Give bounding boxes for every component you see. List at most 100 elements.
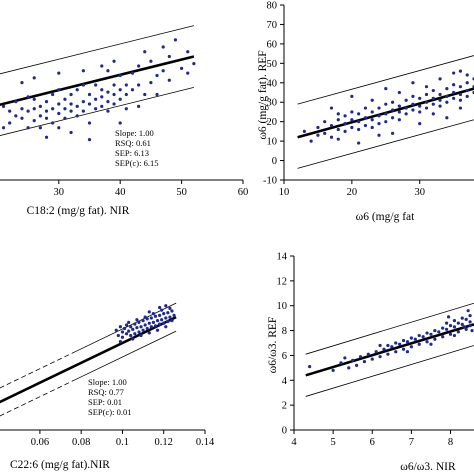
- data-point: [424, 92, 429, 97]
- data-point: [155, 92, 159, 97]
- data-point: [57, 126, 61, 130]
- data-point: [343, 356, 347, 360]
- data-point: [8, 109, 12, 113]
- data-point: [141, 319, 145, 323]
- data-point: [437, 330, 441, 334]
- data-point: [57, 102, 61, 106]
- data-point: [377, 114, 381, 118]
- data-point: [465, 94, 469, 98]
- data-point: [129, 325, 133, 329]
- data-point: [329, 123, 334, 128]
- data-point: [106, 90, 110, 94]
- data-point: [350, 118, 354, 122]
- data-point: [397, 118, 401, 122]
- x-tick-label: 0.14: [196, 437, 215, 448]
- data-point: [120, 335, 125, 339]
- x-tick-label: 30: [54, 187, 65, 198]
- data-point: [44, 100, 49, 104]
- stat-label: Slope: 1.00: [88, 377, 127, 387]
- data-point: [94, 83, 98, 87]
- data-point: [424, 85, 429, 89]
- data-point: [468, 314, 472, 318]
- data-point: [438, 77, 442, 81]
- stat-label: Slope: 1.00: [115, 128, 154, 138]
- data-point: [131, 337, 135, 341]
- data-point: [170, 309, 174, 313]
- x-tick-label: 30: [414, 187, 425, 198]
- data-point: [112, 83, 116, 87]
- data-point: [38, 114, 42, 118]
- data-point: [118, 121, 122, 125]
- data-point: [186, 71, 190, 75]
- data-point: [192, 62, 196, 66]
- data-point: [149, 325, 153, 329]
- data-point: [167, 54, 171, 59]
- y-tick-label: 50: [267, 59, 278, 70]
- data-point: [411, 94, 415, 98]
- data-point: [135, 318, 139, 322]
- data-point: [130, 88, 135, 92]
- x-axis-title: ω6 (mg/g fat: [356, 211, 415, 223]
- data-point: [162, 312, 166, 316]
- data-point: [63, 107, 67, 111]
- lower-prediction-band: [297, 119, 474, 169]
- data-point: [431, 96, 435, 100]
- data-point: [431, 112, 435, 116]
- data-point: [438, 104, 442, 108]
- y-tick-label: 10: [267, 137, 278, 148]
- data-point: [377, 122, 381, 126]
- data-point: [417, 342, 421, 346]
- data-point: [377, 106, 381, 110]
- data-point: [445, 321, 449, 325]
- data-point: [162, 321, 166, 325]
- data-point: [44, 116, 49, 120]
- data-point: [413, 337, 417, 341]
- data-point: [429, 342, 433, 346]
- data-point: [164, 325, 168, 329]
- x-axis-title: ω6/ω3. NIR: [400, 461, 456, 473]
- x-tick-label: 10: [279, 187, 290, 198]
- data-point: [456, 330, 460, 334]
- data-point: [112, 92, 116, 97]
- data-point: [433, 337, 437, 341]
- x-tick-label: 7: [409, 437, 414, 448]
- data-point: [357, 127, 361, 132]
- data-point: [26, 95, 30, 99]
- data-point: [160, 308, 164, 312]
- regression-line: [0, 315, 177, 404]
- data-point: [350, 94, 354, 98]
- data-point: [20, 81, 24, 85]
- data-point: [155, 328, 160, 332]
- x-tick-label: 50: [176, 187, 187, 198]
- data-point: [452, 325, 457, 329]
- data-point: [161, 45, 165, 49]
- data-point: [355, 363, 359, 367]
- data-point: [186, 50, 190, 54]
- data-point: [458, 92, 463, 97]
- data-point: [431, 88, 435, 93]
- data-point: [20, 107, 24, 111]
- x-tick-label: 8: [448, 437, 453, 448]
- data-point: [32, 107, 36, 111]
- data-point: [26, 109, 30, 113]
- data-point: [452, 83, 456, 87]
- data-point: [1, 126, 6, 130]
- data-point: [168, 315, 172, 319]
- x-tick-label: 60: [238, 187, 249, 198]
- data-point: [51, 107, 55, 111]
- data-point: [94, 107, 98, 111]
- y-tick-label: 40: [267, 78, 278, 89]
- data-point: [81, 69, 85, 73]
- data-point: [127, 320, 131, 324]
- data-point: [316, 133, 320, 137]
- data-point: [155, 73, 159, 78]
- data-point: [20, 116, 24, 120]
- upper-prediction-band: [297, 55, 474, 105]
- data-point: [164, 316, 168, 320]
- data-point: [38, 126, 42, 130]
- data-point: [166, 319, 170, 324]
- data-point: [466, 309, 470, 313]
- data-point: [370, 118, 374, 122]
- data-point: [14, 114, 18, 118]
